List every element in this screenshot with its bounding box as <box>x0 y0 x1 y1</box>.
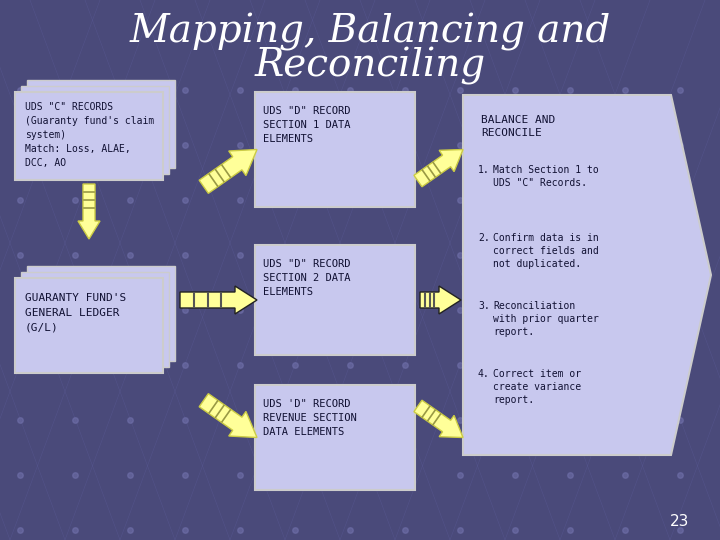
Text: Match Section 1 to
UDS "C" Records.: Match Section 1 to UDS "C" Records. <box>493 165 599 188</box>
Bar <box>255 385 415 490</box>
Text: UDS "C" RECORDS
(Guaranty fund's claim
system)
Match: Loss, ALAE,
DCC, AO: UDS "C" RECORDS (Guaranty fund's claim s… <box>25 102 154 168</box>
Text: UDS 'D" RECORD
REVENUE SECTION
DATA ELEMENTS: UDS 'D" RECORD REVENUE SECTION DATA ELEM… <box>263 399 356 437</box>
Bar <box>255 245 415 355</box>
Text: Correct item or
create variance
report.: Correct item or create variance report. <box>493 369 581 404</box>
Bar <box>15 92 163 180</box>
Polygon shape <box>463 95 711 455</box>
FancyArrow shape <box>414 400 463 437</box>
Text: 1.: 1. <box>478 165 490 175</box>
Bar <box>21 86 169 174</box>
Text: 2.: 2. <box>478 233 490 243</box>
Bar <box>27 80 175 168</box>
Bar <box>255 92 415 207</box>
Bar <box>15 278 163 373</box>
Bar <box>21 272 169 367</box>
Text: GUARANTY FUND'S
GENERAL LEDGER
(G/L): GUARANTY FUND'S GENERAL LEDGER (G/L) <box>25 293 126 333</box>
Text: UDS "D" RECORD
SECTION 1 DATA
ELEMENTS: UDS "D" RECORD SECTION 1 DATA ELEMENTS <box>263 106 351 144</box>
FancyArrow shape <box>420 286 461 314</box>
Text: Confirm data is in
correct fields and
not duplicated.: Confirm data is in correct fields and no… <box>493 233 599 268</box>
Text: Reconciliation
with prior quarter
report.: Reconciliation with prior quarter report… <box>493 301 599 336</box>
FancyArrow shape <box>180 286 257 314</box>
Text: UDS "D" RECORD
SECTION 2 DATA
ELEMENTS: UDS "D" RECORD SECTION 2 DATA ELEMENTS <box>263 259 351 297</box>
Text: 23: 23 <box>670 515 690 530</box>
Text: BALANCE AND
RECONCILE: BALANCE AND RECONCILE <box>481 115 555 138</box>
FancyArrow shape <box>78 184 100 239</box>
FancyArrow shape <box>199 150 257 193</box>
Text: Mapping, Balancing and: Mapping, Balancing and <box>130 13 611 51</box>
FancyArrow shape <box>199 394 257 437</box>
Bar <box>27 266 175 361</box>
Text: 4.: 4. <box>478 369 490 379</box>
FancyArrow shape <box>414 150 463 187</box>
Text: Reconciling: Reconciling <box>254 47 485 85</box>
Text: 3.: 3. <box>478 301 490 311</box>
